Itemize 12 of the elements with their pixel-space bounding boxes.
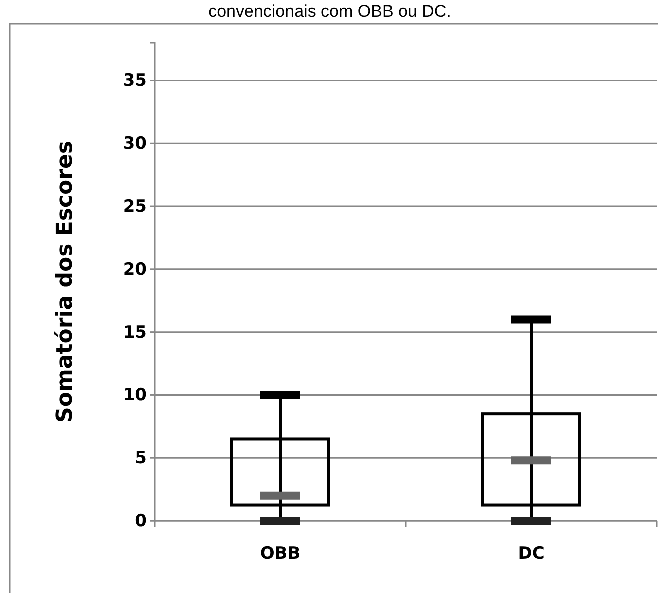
x-tick-label: DC bbox=[518, 544, 545, 564]
y-tick-label: 20 bbox=[123, 260, 148, 280]
y-tick-label: 5 bbox=[135, 448, 147, 469]
y-tick-label: 10 bbox=[123, 386, 148, 406]
y-tick-label: 30 bbox=[123, 134, 148, 154]
y-axis-title: Somatória dos Escores bbox=[53, 140, 78, 424]
y-tick-label: 25 bbox=[123, 196, 147, 217]
chart-title: convencionais com OBB ou DC. bbox=[208, 2, 452, 21]
x-tick-label: OBB bbox=[260, 544, 301, 564]
y-tick-label: 15 bbox=[123, 322, 147, 343]
y-tick-label: 0 bbox=[135, 511, 148, 532]
y-tick-label: 35 bbox=[123, 71, 147, 92]
